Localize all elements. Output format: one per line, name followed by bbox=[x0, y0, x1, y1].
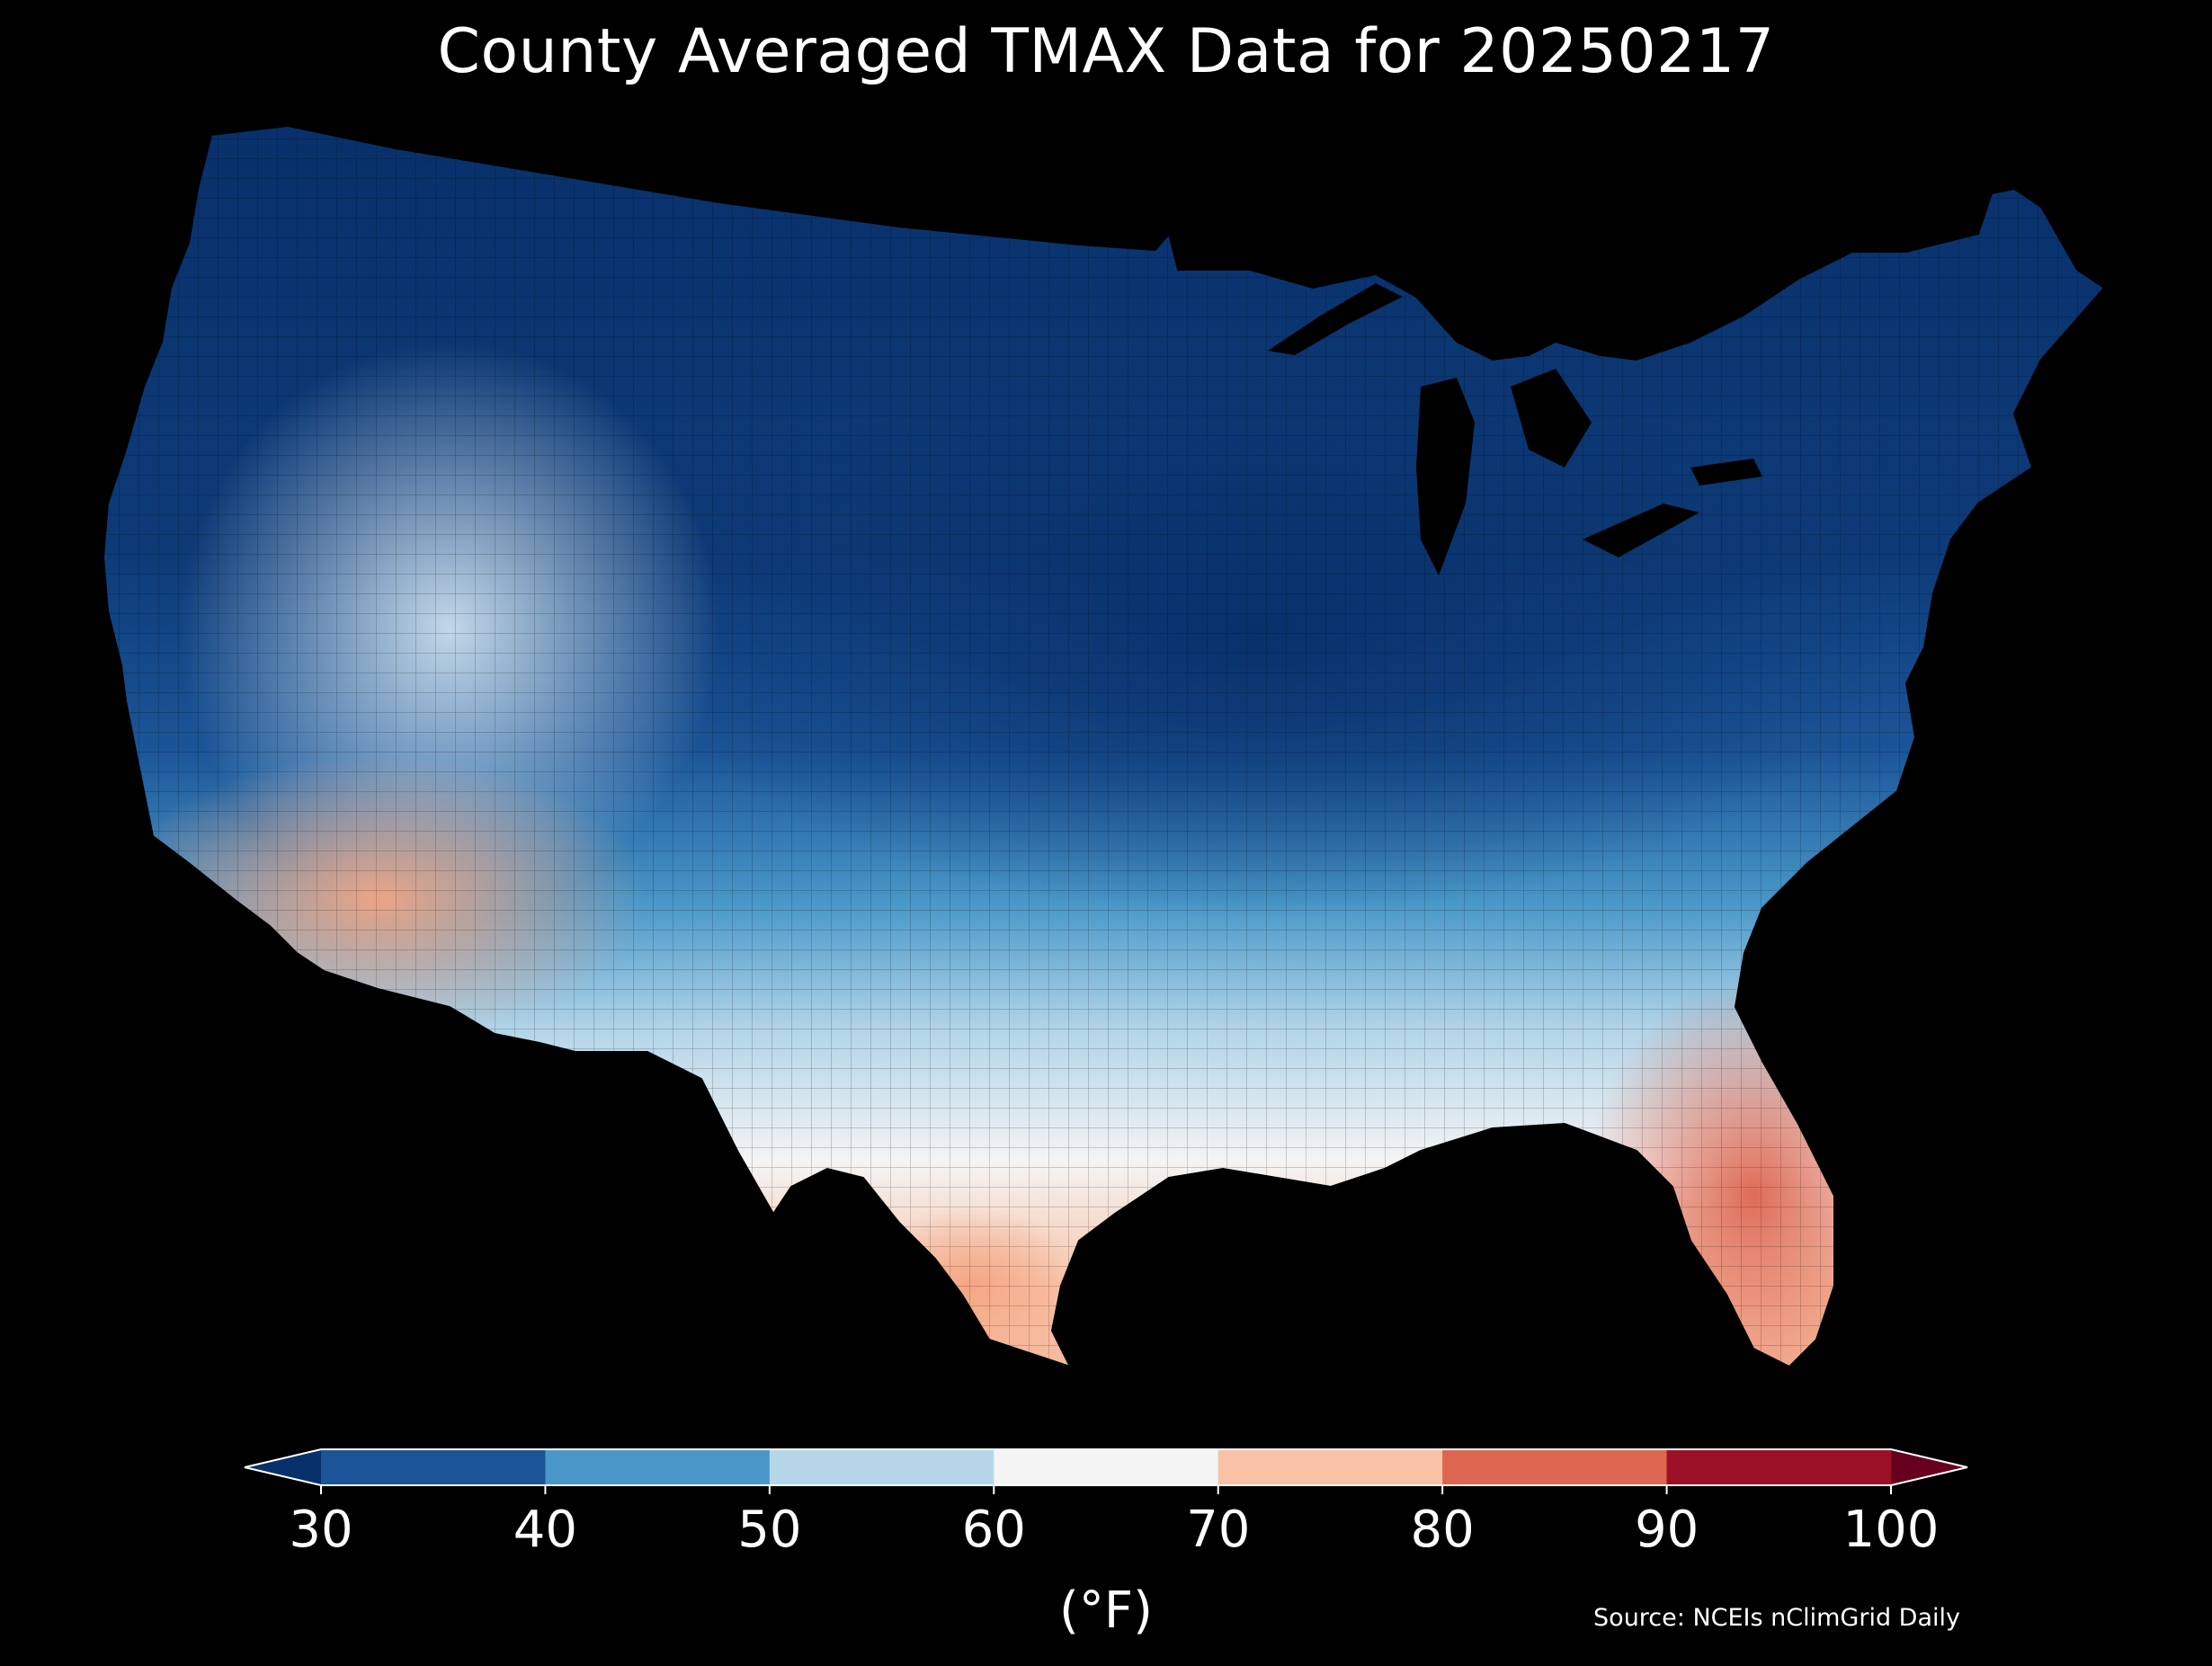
colorbar-bin bbox=[1442, 1449, 1668, 1485]
colorbar-tick-label: 90 bbox=[1635, 1501, 1699, 1559]
source-note: Source: NCEIs nClimGrid Daily bbox=[1593, 1604, 1960, 1632]
colorbar-extend-low bbox=[245, 1449, 321, 1485]
colorbar-tick-label: 80 bbox=[1411, 1501, 1475, 1559]
colorbar-unit-label: (°F) bbox=[1059, 1581, 1153, 1640]
colorbar-bin bbox=[545, 1449, 771, 1485]
page-title: County Averaged TMAX Data for 20250217 bbox=[437, 16, 1775, 87]
lake-erie bbox=[1583, 503, 1699, 557]
lake-huron bbox=[1511, 369, 1592, 468]
lake-michigan bbox=[1416, 378, 1475, 575]
colorbar-bin bbox=[1217, 1449, 1443, 1485]
colorbar-tick-label: 40 bbox=[513, 1501, 577, 1559]
colorbar-tick-label: 30 bbox=[289, 1501, 352, 1559]
lake-ontario bbox=[1690, 459, 1762, 486]
colorbar-tick-label: 70 bbox=[1186, 1501, 1250, 1559]
colorbar-bin bbox=[1666, 1449, 1892, 1485]
colorbar-bin bbox=[769, 1449, 995, 1485]
colorbar-tick-label: 50 bbox=[737, 1501, 801, 1559]
colorbar-tick-label: 100 bbox=[1843, 1501, 1940, 1559]
lake-superior bbox=[1268, 283, 1403, 355]
colorbar-bin bbox=[321, 1449, 546, 1485]
colorbar-tick-label: 60 bbox=[962, 1501, 1026, 1559]
colorbar-bin bbox=[994, 1449, 1219, 1485]
colorbar-extend-high bbox=[1891, 1449, 1967, 1485]
